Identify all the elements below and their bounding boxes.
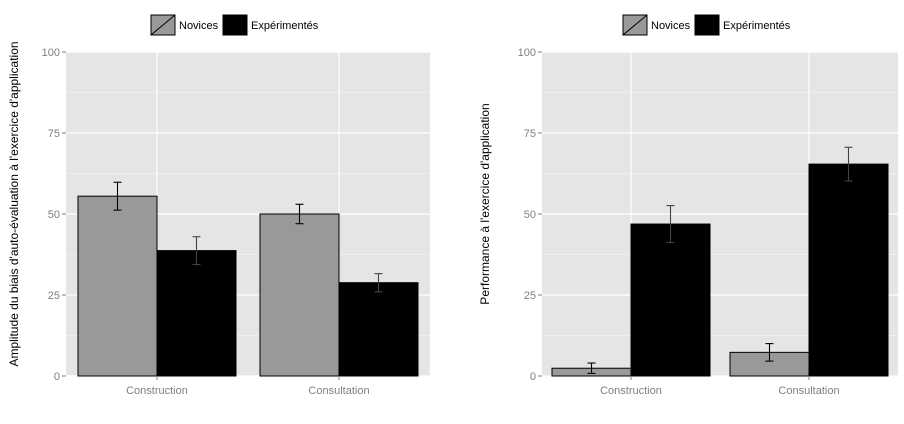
- x-tick-label: Construction: [126, 385, 188, 397]
- y-tick-label: 50: [48, 209, 60, 221]
- legend-label-experimentes: Expérimentés: [251, 20, 319, 32]
- y-tick-label: 75: [524, 128, 536, 140]
- bar-novices-consultation: [260, 214, 339, 376]
- y-tick-label: 50: [524, 209, 536, 221]
- y-axis-title: Amplitude du biais d'auto-évaluation à l…: [7, 41, 21, 366]
- legend-key-experimentes: [223, 15, 247, 35]
- legend-label-novices: Novices: [179, 20, 219, 32]
- legend-label-novices: Novices: [651, 20, 691, 32]
- x-tick-label: Consultation: [778, 385, 839, 397]
- legend: Novices Expérimentés: [151, 15, 319, 35]
- y-axis-title: Performance à l'exercice d'application: [478, 103, 492, 304]
- y-tick-label: 100: [42, 47, 60, 59]
- y-tick-label: 25: [48, 290, 60, 302]
- legend-key-experimentes: [695, 15, 719, 35]
- bar-expriments-consultation: [339, 283, 418, 376]
- bar-expriments-construction: [631, 224, 710, 376]
- legend-label-experimentes: Expérimentés: [723, 20, 791, 32]
- bar-expriments-consultation: [809, 164, 888, 376]
- x-tick-label: Construction: [600, 385, 662, 397]
- legend: Novices Expérimentés: [623, 15, 791, 35]
- x-tick-label: Consultation: [308, 385, 369, 397]
- y-tick-label: 0: [530, 371, 536, 383]
- bar-expriments-construction: [157, 251, 236, 376]
- chart-panel-2: 0 25 50 75 100 Construction Consultation Perfor…: [478, 15, 898, 397]
- y-tick-label: 75: [48, 128, 60, 140]
- bar-novices-construction: [78, 196, 157, 376]
- y-tick-label: 0: [54, 371, 60, 383]
- y-tick-label: 25: [524, 290, 536, 302]
- y-tick-label: 100: [518, 47, 536, 59]
- chart-panel-1: 0 25 50 75 100 Construction Consultation Amplit…: [7, 15, 430, 397]
